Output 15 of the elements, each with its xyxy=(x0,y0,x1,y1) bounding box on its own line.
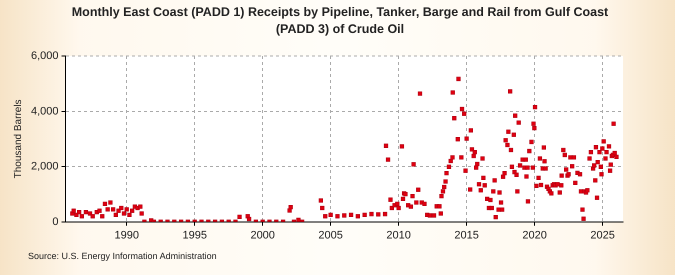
y-tick-label: 6,000 xyxy=(30,50,59,62)
source-note: Source: U.S. Energy Information Administration xyxy=(28,251,217,261)
x-tick-label: 2015 xyxy=(454,229,479,242)
x-tick-label: 2010 xyxy=(386,229,411,242)
x-tick-label: 1990 xyxy=(114,229,139,242)
y-tick-label: 0 xyxy=(52,216,59,228)
x-tick-label: 1995 xyxy=(182,229,207,242)
y-tick-label: 2,000 xyxy=(30,160,59,173)
y-tick-label: 4,000 xyxy=(30,105,59,118)
x-tick-label: 2020 xyxy=(522,229,547,242)
x-tick-label: 2000 xyxy=(250,229,275,242)
chart-title: Monthly East Coast (PADD 1) Receipts by Pipeline, Tanker, Barge and Rail from Gulf Coast (PADD 3) of Crude Oil xyxy=(70,4,610,38)
x-tick-label: 2025 xyxy=(590,229,615,242)
y-axis-title: Thousand Barrels xyxy=(12,99,24,178)
x-tick-label: 2005 xyxy=(318,229,343,242)
